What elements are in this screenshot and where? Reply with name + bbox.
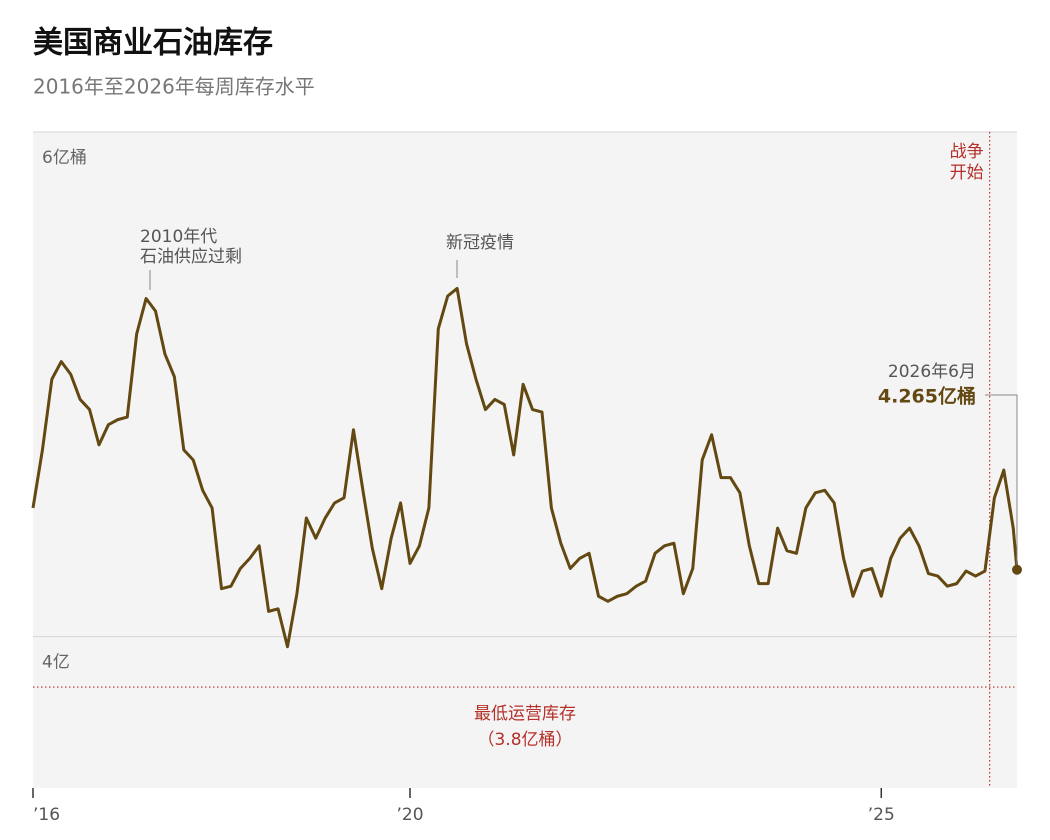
event-label: 开始 — [950, 163, 984, 183]
annotation: 新冠疫情 — [446, 233, 514, 253]
end-label-value: 4.265亿桶 — [878, 385, 976, 408]
x-tick-label: ’20 — [396, 805, 423, 825]
annotation: 2010年代 — [140, 227, 217, 247]
reference-label: 最低运营库存 — [474, 704, 576, 724]
event-label: 战争 — [950, 142, 984, 162]
x-tick-label: ’16 — [33, 805, 60, 825]
y-tick-label: 4亿 — [42, 653, 70, 673]
end-label-date: 2026年6月 — [888, 362, 976, 382]
end-point — [1012, 564, 1022, 575]
annotation: 石油供应过剩 — [140, 247, 242, 267]
plot-background — [33, 132, 1017, 788]
end-label-connector — [985, 394, 1018, 565]
y-tick-label: 6亿桶 — [42, 148, 87, 168]
data-line — [31, 286, 1019, 649]
x-tick-label: ’25 — [868, 805, 895, 825]
chart-title: 美国商业石油库存 — [33, 26, 273, 61]
reference-label: （3.8亿桶） — [477, 730, 572, 750]
chart-subtitle: 2016年至2026年每周库存水平 — [33, 75, 315, 99]
